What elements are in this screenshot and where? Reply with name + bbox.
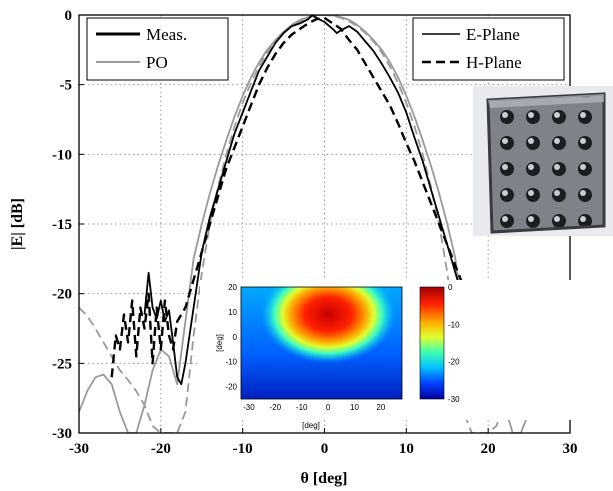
inset-ticks: -30 -20 -10 0 10 20 20 10 0 -10 -20 bbox=[225, 283, 385, 412]
axis-ticks: -30 -20 -10 0 10 20 30 0 -5 -10 -15 -20 -25 -30 bbox=[52, 8, 578, 457]
y-tick-label: -25 bbox=[52, 356, 72, 372]
x-tick-label: 30 bbox=[563, 441, 578, 457]
legend-label-po: PO bbox=[146, 53, 168, 72]
x-tick-label: -20 bbox=[151, 441, 171, 457]
legend-label-h-plane: H-Plane bbox=[466, 53, 522, 72]
inset-colorbar-tick-label: 0 bbox=[448, 283, 453, 292]
inset-y-tick-label: -10 bbox=[225, 358, 237, 367]
series-line-meas-e-plane bbox=[143, 271, 179, 378]
legend-source: Meas. PO bbox=[86, 17, 229, 81]
x-tick-label: 20 bbox=[481, 441, 496, 457]
inset-x-tick-label: 10 bbox=[350, 403, 359, 412]
y-tick-label: 0 bbox=[65, 8, 73, 24]
legend-plane: E-Plane H-Plane bbox=[412, 17, 565, 81]
inset-x-tick-label: 0 bbox=[326, 403, 331, 412]
legend-label-e-plane: E-Plane bbox=[466, 25, 520, 44]
series-line-meas-h-plane bbox=[110, 16, 478, 378]
inset-y-tick-label: 20 bbox=[228, 283, 237, 292]
y-tick-label: -20 bbox=[52, 287, 72, 303]
inset-y-tick-label: 10 bbox=[228, 308, 237, 317]
inset-heatmap-frame bbox=[240, 286, 403, 400]
y-axis-title: |E| [dB] bbox=[9, 198, 26, 250]
antenna-photo bbox=[473, 86, 613, 236]
inset-x-tick-label: 20 bbox=[376, 403, 385, 412]
y-tick-label: -15 bbox=[52, 217, 72, 233]
legend-source-box bbox=[86, 17, 229, 81]
x-tick-label: 0 bbox=[321, 441, 329, 457]
y-tick-label: -5 bbox=[60, 78, 73, 94]
inset-x-label: [deg] bbox=[302, 421, 320, 430]
series-line-meas-e-plane bbox=[176, 15, 473, 386]
inset-colorbar-ticks: 0 -10 -20 -30 bbox=[448, 283, 460, 404]
inset-y-tick-label: 0 bbox=[233, 333, 238, 342]
inset-colorbar-tick-label: -20 bbox=[448, 358, 460, 367]
inset-y-label: [deg] bbox=[215, 334, 224, 352]
inset-x-tick-label: -30 bbox=[243, 403, 255, 412]
inset-colorbar-tick-label: -30 bbox=[448, 395, 460, 404]
legend-plane-box bbox=[412, 17, 565, 81]
x-tick-label: -30 bbox=[69, 441, 89, 457]
inset-x-tick-label: -20 bbox=[270, 403, 282, 412]
plot-grid bbox=[79, 15, 570, 433]
x-tick-label: 10 bbox=[399, 441, 414, 457]
inset-x-tick-label: -10 bbox=[296, 403, 308, 412]
y-tick-label: -30 bbox=[52, 426, 72, 442]
inset-colorbar-tick-label: -10 bbox=[448, 320, 460, 329]
inset-y-tick-label: -20 bbox=[225, 383, 237, 392]
antenna-plate-image bbox=[486, 92, 606, 234]
inset-colorbar bbox=[419, 286, 445, 400]
y-tick-label: -10 bbox=[52, 147, 72, 163]
antenna-plate-edge bbox=[488, 94, 604, 108]
x-tick-label: -10 bbox=[233, 441, 253, 457]
inset-heatmap-main-lobe bbox=[245, 287, 402, 384]
x-axis-title: θ [deg] bbox=[300, 470, 347, 487]
legend-label-meas: Meas. bbox=[146, 25, 187, 44]
